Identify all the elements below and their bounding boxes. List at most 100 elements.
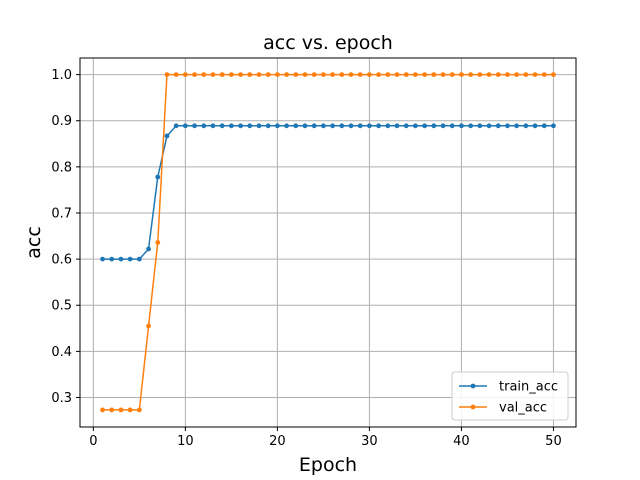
data-point-train_acc [146,246,151,252]
data-point-val_acc [514,72,520,78]
data-point-train_acc [100,256,105,262]
data-point-val_acc [284,72,289,78]
data-point-val_acc [486,72,492,78]
y-tick-label: 0.4 [51,345,72,360]
data-point-val_acc [182,72,188,78]
data-point-train_acc [413,123,418,129]
data-point-train_acc [551,123,556,129]
data-point-val_acc [440,72,446,78]
data-point-val_acc [403,72,409,78]
data-point-val_acc [100,407,105,413]
data-point-train_acc [320,123,326,129]
data-point-train_acc [459,123,464,129]
data-point-train_acc [514,123,520,129]
data-point-train_acc [247,123,253,129]
x-tick-label: 10 [177,434,194,449]
data-point-train_acc [256,123,262,129]
data-point-val_acc [201,72,207,78]
data-point-val_acc [330,72,336,78]
tick-layer: 0 10 20 30 40 50 0.3 0.4 0.5 0.6 0.7 0.8 0.9 1.0 [51,68,561,449]
data-point-val_acc [109,407,115,413]
data-point-val_acc [339,72,345,78]
data-point-val_acc [413,72,418,78]
data-point-train_acc [284,123,289,129]
x-tick-label: 20 [269,434,286,449]
data-point-train_acc [431,123,437,129]
data-point-train_acc [339,123,345,129]
data-point-val_acc [357,72,363,78]
data-point-train_acc [173,123,179,129]
x-tick-label: 0 [89,434,97,449]
legend-marker-val_acc [470,404,476,410]
data-point-val_acc [449,72,455,78]
y-tick-label: 0.5 [51,299,72,314]
data-point-train_acc [109,256,115,262]
data-point-val_acc [320,72,326,78]
data-point-train_acc [495,123,501,129]
y-tick-label: 0.9 [51,114,72,129]
data-point-val_acc [173,72,179,78]
data-point-val_acc [495,72,501,78]
series-val_acc [100,72,556,413]
series-layer [100,72,556,413]
data-point-val_acc [551,72,556,78]
data-point-val_acc [136,407,142,413]
data-point-train_acc [357,123,363,129]
y-tick-label: 0.7 [51,206,72,221]
data-point-train_acc [164,133,170,139]
data-point-train_acc [228,123,234,129]
y-tick-label: 1.0 [51,68,72,83]
data-point-train_acc [486,123,492,129]
data-point-train_acc [477,123,483,129]
data-point-val_acc [394,72,400,78]
data-point-val_acc [532,72,538,78]
plot-frame [79,57,577,428]
data-point-val_acc [367,72,372,78]
data-point-train_acc [302,123,308,129]
data-point-val_acc [293,72,299,78]
data-point-val_acc [210,72,216,78]
data-point-train_acc [238,123,243,129]
data-point-train_acc [376,123,382,129]
data-point-val_acc [459,72,464,78]
data-point-val_acc [127,407,133,413]
data-point-train_acc [265,123,271,129]
data-point-val_acc [541,72,547,78]
data-point-val_acc [422,72,428,78]
data-point-train_acc [367,123,372,129]
x-tick-label: 30 [361,434,378,449]
data-point-train_acc [394,123,400,129]
data-point-train_acc [201,123,207,129]
data-point-val_acc [302,72,308,78]
data-point-val_acc [523,72,529,78]
x-tick-label: 40 [453,434,470,449]
data-point-train_acc [182,123,188,129]
data-point-train_acc [136,256,142,262]
data-point-train_acc [403,123,409,129]
data-point-train_acc [293,123,299,129]
data-point-val_acc [468,72,474,78]
data-point-val_acc [348,72,354,78]
legend-label-train_acc: train_acc [499,380,558,395]
data-point-val_acc [274,72,280,78]
data-point-train_acc [210,123,216,129]
data-point-val_acc [256,72,262,78]
data-point-val_acc [228,72,234,78]
y-tick-label: 0.6 [51,253,72,268]
data-point-val_acc [192,72,197,78]
data-point-val_acc [238,72,243,78]
data-point-train_acc [449,123,455,129]
y-tick-label: 0.3 [51,391,72,406]
data-point-train_acc [532,123,538,129]
chart-title: acc vs. epoch [263,32,393,54]
data-point-val_acc [311,72,317,78]
data-point-train_acc [541,123,547,129]
data-point-train_acc [155,174,161,180]
data-point-train_acc [219,123,225,129]
data-point-val_acc [146,323,151,329]
data-point-train_acc [330,123,336,129]
data-point-val_acc [247,72,253,78]
data-point-train_acc [311,123,317,129]
data-point-train_acc [118,256,124,262]
